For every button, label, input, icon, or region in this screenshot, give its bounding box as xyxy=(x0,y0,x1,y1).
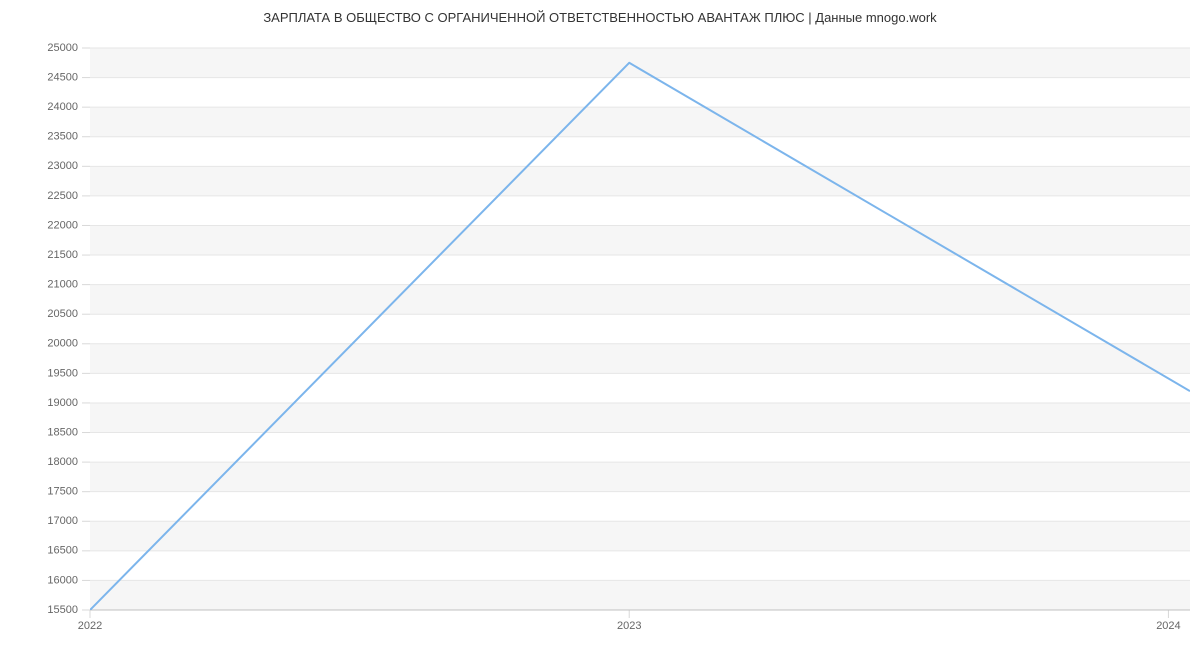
plot-band xyxy=(90,492,1190,522)
plot-band xyxy=(90,462,1190,492)
y-tick-label: 16000 xyxy=(47,574,78,586)
plot-band xyxy=(90,373,1190,403)
y-tick-label: 18500 xyxy=(47,426,78,438)
y-tick-label: 15500 xyxy=(47,604,78,616)
y-tick-label: 17000 xyxy=(47,515,78,527)
y-tick-label: 18000 xyxy=(47,456,78,468)
x-tick-label: 2022 xyxy=(78,620,102,632)
x-tick-label: 2023 xyxy=(617,620,641,632)
plot-band xyxy=(90,285,1190,315)
salary-line-chart: ЗАРПЛАТА В ОБЩЕСТВО С ОРГАНИЧЕННОЙ ОТВЕТ… xyxy=(0,0,1200,650)
y-tick-label: 23000 xyxy=(47,160,78,172)
y-tick-label: 25000 xyxy=(47,42,78,54)
y-tick-label: 20000 xyxy=(47,338,78,350)
plot-band xyxy=(90,255,1190,285)
y-tick-label: 19500 xyxy=(47,367,78,379)
plot-band xyxy=(90,314,1190,344)
plot-band xyxy=(90,344,1190,374)
plot-band xyxy=(90,551,1190,581)
plot-band xyxy=(90,580,1190,610)
plot-band xyxy=(90,403,1190,433)
plot-band xyxy=(90,78,1190,108)
y-tick-label: 19000 xyxy=(47,397,78,409)
x-tick-label: 2024 xyxy=(1156,620,1180,632)
plot-band xyxy=(90,107,1190,137)
y-tick-label: 22500 xyxy=(47,190,78,202)
plot-band xyxy=(90,433,1190,463)
plot-band xyxy=(90,521,1190,551)
y-tick-label: 17500 xyxy=(47,486,78,498)
y-tick-label: 24500 xyxy=(47,71,78,83)
y-tick-label: 20500 xyxy=(47,308,78,320)
y-tick-label: 21500 xyxy=(47,249,78,261)
y-tick-label: 21000 xyxy=(47,279,78,291)
plot-band xyxy=(90,225,1190,255)
y-tick-label: 24000 xyxy=(47,101,78,113)
y-tick-label: 16500 xyxy=(47,545,78,557)
chart-svg: 15500 16000 16500 17000 17500 18000 18500 19000… xyxy=(0,0,1200,650)
plot-band xyxy=(90,48,1190,78)
plot-band xyxy=(90,166,1190,196)
y-tick-label: 23500 xyxy=(47,131,78,143)
plot-band xyxy=(90,196,1190,226)
y-tick-label: 22000 xyxy=(47,219,78,231)
plot-band xyxy=(90,137,1190,167)
